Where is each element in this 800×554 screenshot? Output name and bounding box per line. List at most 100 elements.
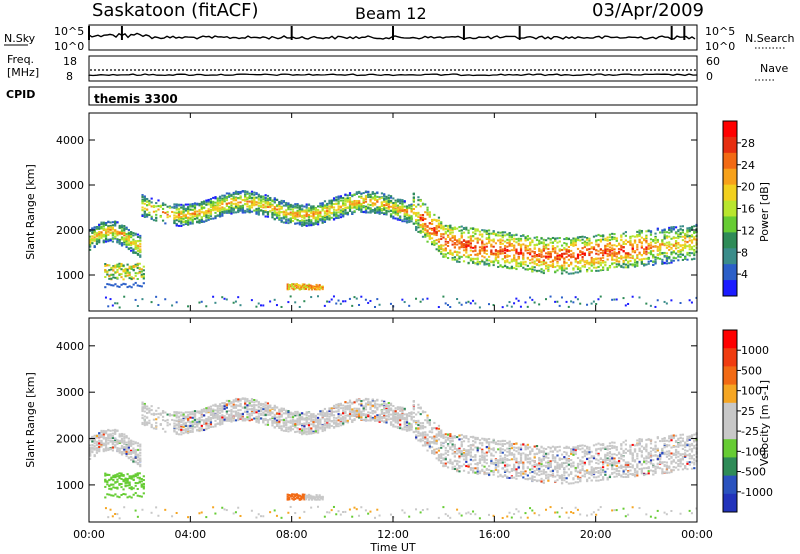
power-cell [116,285,119,288]
velocity-cell [241,397,244,400]
power-cell [234,202,238,205]
power-cell [303,288,306,291]
velocity-cell [205,419,208,422]
velocity-cell [244,401,247,404]
power-cell [412,208,415,211]
power-cell [684,232,687,235]
power-cell [659,251,662,254]
velocity-cell [180,420,183,423]
power-cell [483,251,486,254]
power-cell [633,264,637,267]
power-cell [476,252,479,255]
power-cell [663,244,666,247]
power-cell [499,248,502,251]
velocity-cell [203,429,206,432]
power-cell [305,213,308,216]
velocity-cell [207,427,210,430]
power-cell [428,233,431,236]
power-cell [123,234,126,237]
power-cells [89,190,698,309]
power-cell [679,244,682,247]
power-cell [488,240,491,243]
velocity-cell [125,450,128,453]
power-cell [319,205,322,208]
power-cell [599,251,602,254]
power-cell [330,298,333,301]
velocity-cells [89,397,698,520]
power-cell [638,234,641,237]
power-cell [203,200,206,203]
power-cell [294,301,297,304]
power-cell [529,243,532,246]
power-cell [488,264,491,267]
power-cell [442,244,445,247]
power-cell [95,226,99,229]
power-cell [297,286,300,289]
power-cell [545,298,547,301]
power-cell [358,205,361,208]
power-cell [424,217,427,220]
power-cell [198,301,201,304]
power-cell [446,257,450,260]
power-cell [481,235,484,238]
power-cell [442,295,445,298]
power-cell [654,305,657,308]
power-cell [597,233,600,236]
power-cell [110,277,113,280]
power-cell [674,257,678,260]
power-cell [647,257,650,260]
power-cell [328,218,331,221]
power-cell [652,256,655,259]
power-cell [214,201,217,204]
power-cell [319,202,322,205]
power-cell [118,267,121,270]
cpid-value: themis 3300 [94,92,178,106]
power-cell [337,217,340,220]
power-cell [481,245,484,248]
power-cell [348,193,352,196]
velocity-cell [218,419,222,422]
power-cell [319,213,322,216]
power-cell [602,249,605,252]
power-cell [223,209,226,212]
power-cell [89,242,92,245]
power-cell [383,204,386,207]
power-cell [323,205,327,208]
power-cell [291,284,294,287]
power-cell [565,256,568,259]
velocity-cell [221,418,224,421]
power-cell [266,202,270,205]
power-cell [542,248,545,251]
velocity-cell [148,407,151,410]
power-cell [442,233,445,236]
power-cell [298,210,301,213]
power-cell [556,245,559,248]
power-cell [130,276,133,279]
power-cell [317,217,320,220]
power-cell [462,243,466,246]
power-cell [248,207,251,210]
velocity-cell [143,418,146,421]
power-cell [108,277,111,280]
power-cell [182,220,185,223]
power-cell [408,304,411,307]
velocity-cell [228,413,231,416]
velocity-cell [225,416,228,419]
power-cell [198,218,201,221]
power-cell [405,207,409,210]
power-cell [123,243,126,246]
power-cell [453,238,456,241]
velocity-cell [130,451,133,454]
power-cell [617,248,621,251]
velocity-cell [136,453,140,456]
power-cell [451,231,454,234]
power-cell [312,208,315,211]
power-cell [560,254,564,257]
velocity-cell [189,411,192,414]
power-cell [155,216,158,219]
power-cell [310,222,313,225]
power-cell [289,217,292,220]
power-cell [396,204,399,207]
power-cell [567,258,570,261]
velocity-cell [232,414,235,417]
